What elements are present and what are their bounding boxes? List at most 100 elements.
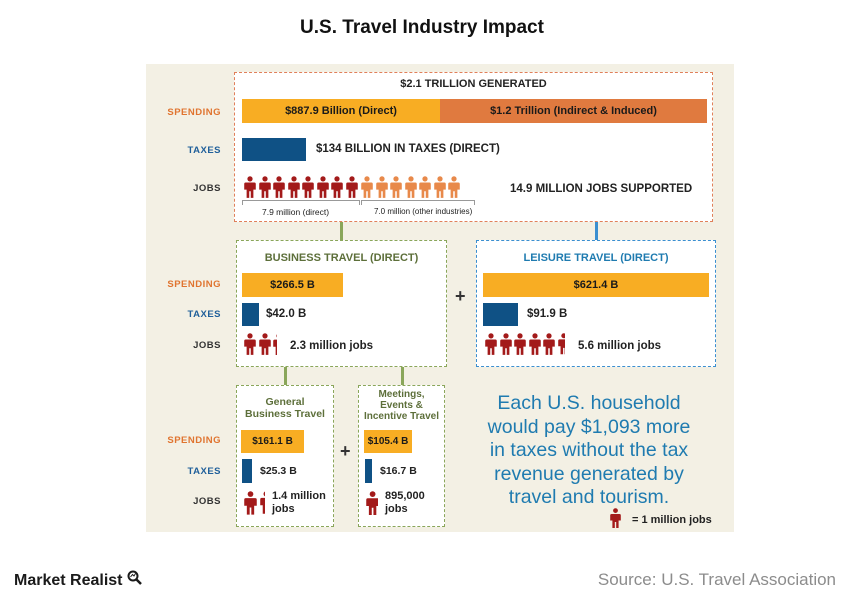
person-icon	[610, 508, 621, 528]
row-label-jobs: JOBS	[193, 340, 221, 351]
meetings-jobs-label: 895,000 jobs	[385, 490, 425, 516]
person-icon	[273, 176, 285, 198]
person-icon	[485, 333, 497, 355]
jobs-direct-caption: 7.9 million (direct)	[262, 207, 330, 217]
general-jobs-line2: jobs	[272, 503, 295, 515]
business-jobs-label: 2.3 million jobs	[290, 340, 374, 352]
total-jobs-direct-icons	[244, 176, 358, 198]
person-icon	[302, 176, 314, 198]
connector-leisure	[595, 222, 598, 240]
person-icon	[499, 333, 512, 355]
leisure-jobs-label: 5.6 million jobs	[578, 340, 662, 352]
person-icon	[244, 176, 256, 198]
connector-business	[340, 222, 343, 240]
general-spending-bar: $161.1 B	[241, 430, 304, 453]
person-icon	[404, 176, 417, 198]
person-icon	[331, 176, 343, 198]
meetings-jobs-line1: 895,000	[385, 490, 425, 502]
total-spending-direct-bar: $887.9 Billion (Direct)	[242, 99, 440, 123]
meetings-jobs-icons	[366, 491, 378, 515]
legend-text: = 1 million jobs	[632, 514, 712, 526]
jobs-direct-bracket	[242, 200, 360, 205]
total-taxes-label: $134 BILLION IN TAXES (DIRECT)	[316, 143, 500, 155]
general-taxes-bar	[242, 459, 252, 483]
meetings-spending-bar: $105.4 B	[364, 430, 412, 453]
leisure-taxes-bar	[483, 303, 518, 326]
brand-name: Market Realist	[14, 572, 123, 589]
person-icon	[273, 334, 277, 355]
person-icon	[390, 176, 402, 198]
household-statement: Each U.S. household would pay $1,093 mor…	[478, 392, 700, 510]
total-impact-box	[234, 72, 713, 222]
meetings-header-line3: Incentive Travel	[363, 411, 440, 422]
total-spending-indirect-bar: $1.2 Trillion (Indirect & Induced)	[440, 99, 707, 123]
person-icon	[259, 491, 265, 514]
household-line3: in taxes without the tax	[489, 439, 689, 461]
page-title: U.S. Travel Industry Impact	[300, 17, 544, 38]
total-header: $2.1 TRILLION GENERATED	[400, 78, 547, 90]
person-icon	[258, 333, 271, 355]
meetings-header-line1: Meetings,	[378, 389, 425, 400]
business-travel-box	[236, 240, 447, 367]
row-label-spending: SPENDING	[167, 107, 221, 118]
row-label-spending: SPENDING	[167, 435, 221, 446]
person-icon	[375, 176, 388, 198]
general-jobs-label: 1.4 million jobs	[272, 490, 326, 516]
connector-general	[284, 367, 287, 385]
jobs-other-bracket	[361, 200, 475, 205]
business-header: BUSINESS TRAVEL (DIRECT)	[264, 252, 419, 264]
general-jobs-line1: 1.4 million	[272, 490, 326, 502]
person-icon	[244, 491, 257, 515]
general-taxes-label: $25.3 B	[260, 465, 297, 477]
row-label-jobs: JOBS	[193, 496, 221, 507]
household-line2: would pay $1,093 more	[487, 415, 691, 438]
row-label-taxes: TAXES	[187, 309, 221, 320]
person-icon	[244, 333, 256, 355]
general-header-line1: General	[265, 396, 305, 408]
jobs-other-caption: 7.0 million (other industries)	[374, 207, 473, 216]
person-icon	[366, 491, 378, 515]
leisure-spending-bar: $621.4 B	[483, 273, 709, 297]
household-line5: travel and tourism.	[508, 486, 670, 508]
person-icon	[557, 333, 565, 355]
plus-sign: +	[455, 286, 466, 306]
business-jobs-icons	[244, 333, 277, 355]
row-label-jobs: JOBS	[193, 183, 221, 194]
magnifier-icon	[127, 570, 142, 585]
meetings-taxes-bar	[365, 459, 372, 483]
leisure-taxes-label: $91.9 B	[527, 308, 568, 320]
total-taxes-bar	[242, 138, 306, 161]
total-jobs-other-icons	[361, 176, 460, 198]
legend-person-icon	[610, 508, 621, 528]
plus-sign: +	[340, 441, 351, 461]
leisure-jobs-icons	[485, 333, 565, 355]
row-label-taxes: TAXES	[187, 145, 221, 156]
connector-meetings	[401, 367, 404, 385]
row-label-spending: SPENDING	[167, 279, 221, 290]
person-icon	[433, 176, 446, 198]
meetings-jobs-line2: jobs	[385, 503, 408, 515]
row-label-taxes: TAXES	[187, 466, 221, 477]
brand-logo: Market Realist	[14, 570, 143, 590]
household-line1: Each U.S. household	[497, 392, 681, 414]
person-icon	[287, 176, 300, 198]
source-citation: Source: U.S. Travel Association	[597, 570, 836, 589]
meetings-header: Meetings, Events & Incentive Travel	[358, 389, 445, 422]
person-icon	[316, 176, 329, 198]
general-jobs-icons	[244, 491, 265, 515]
person-icon	[514, 333, 526, 355]
household-line4: revenue generated by	[494, 462, 684, 485]
total-jobs-label: 14.9 MILLION JOBS SUPPORTED	[510, 183, 693, 195]
business-taxes-bar	[242, 303, 259, 326]
business-taxes-label: $42.0 B	[266, 308, 307, 320]
person-icon	[258, 176, 271, 198]
person-icon	[528, 333, 541, 355]
general-header-line2: Business Travel	[245, 408, 325, 420]
person-icon	[543, 333, 555, 355]
person-icon	[419, 176, 431, 198]
business-spending-bar: $266.5 B	[242, 273, 343, 297]
person-icon	[361, 176, 373, 198]
meetings-taxes-label: $16.7 B	[380, 465, 417, 477]
person-icon	[345, 176, 358, 198]
meetings-header-line2: Events &	[380, 400, 423, 411]
